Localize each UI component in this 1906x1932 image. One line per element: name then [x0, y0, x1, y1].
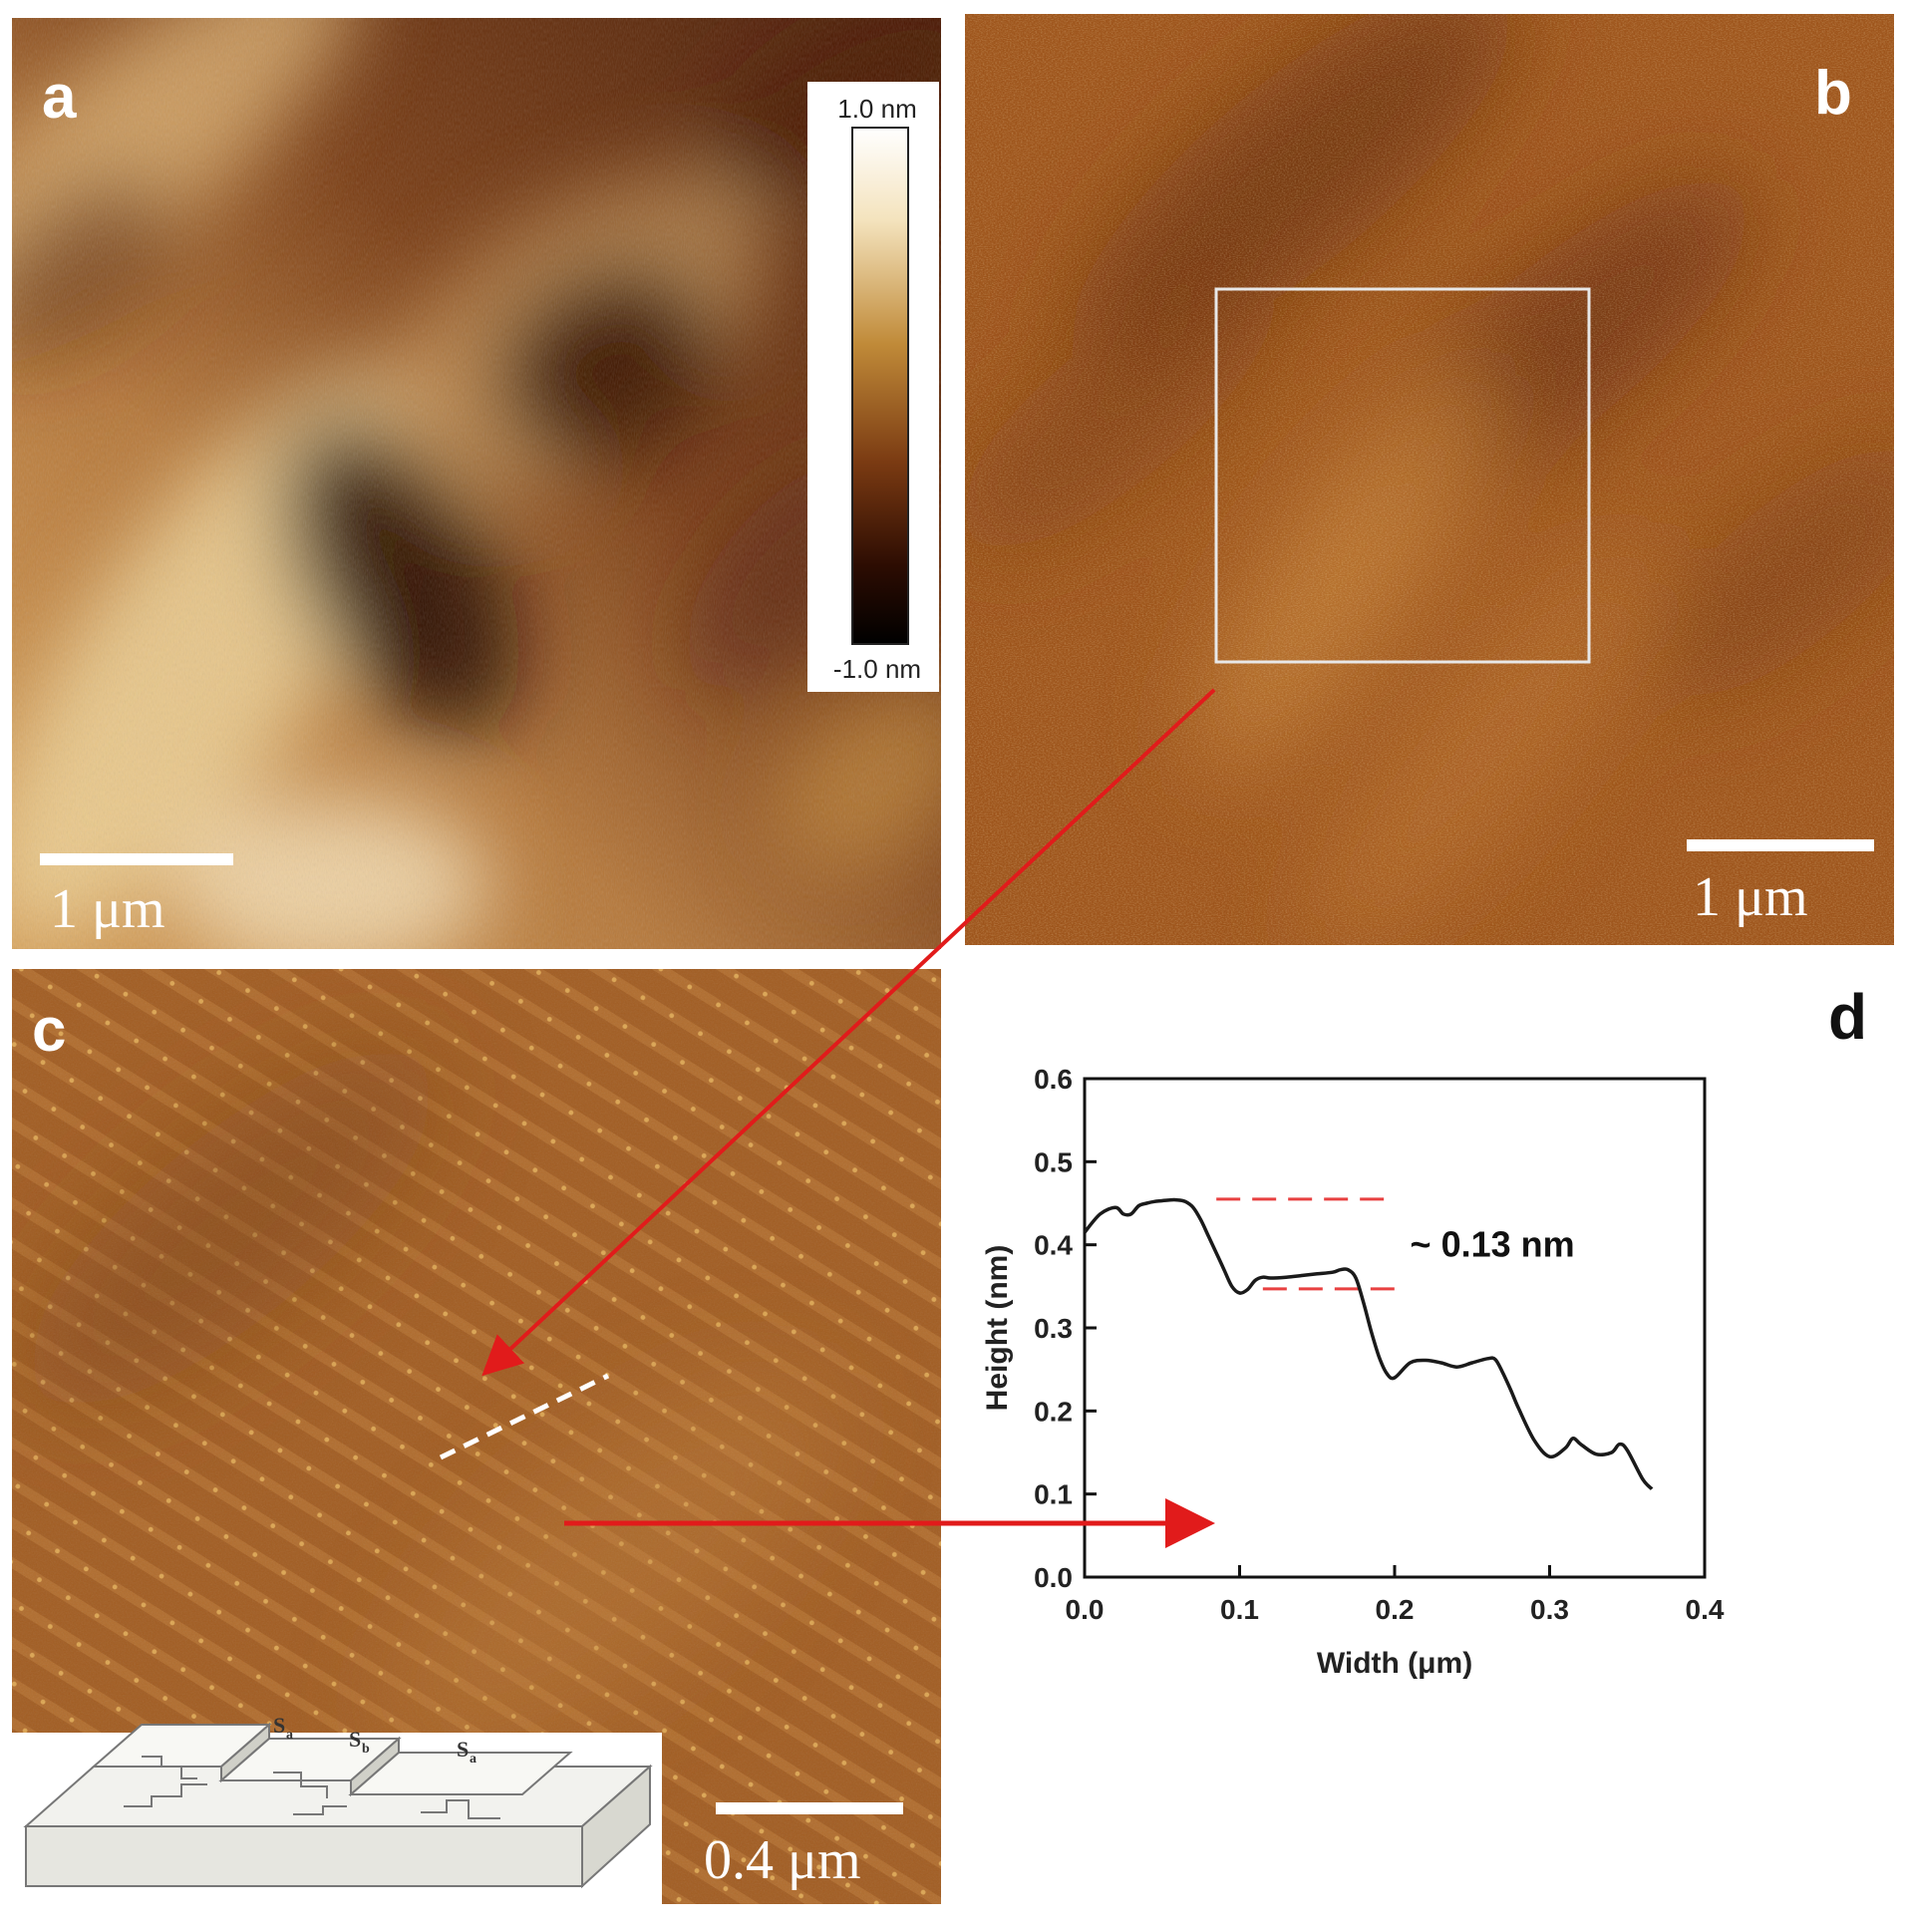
scale-bar-a: [40, 853, 233, 865]
panel-a-letter: a: [42, 63, 77, 132]
y-axis-label: Height (nm): [981, 1245, 1014, 1412]
panel-b-letter: b: [1814, 59, 1852, 128]
inset-label-3: S: [457, 1737, 469, 1762]
x-tick-label: 0.2: [1376, 1594, 1415, 1625]
scale-bar-c: [716, 1802, 903, 1814]
height-profile-svg: d 0.0 0.1 0.2 0.3 0.4 0.0 0.1 0.2 0.3 0.4 0.5 0.6 ~…: [981, 981, 1867, 1680]
y-tick-label: 0.0: [1034, 1562, 1073, 1593]
y-tick-label: 0.2: [1034, 1396, 1073, 1427]
height-colorbar: 1.0 nm -1.0 nm: [807, 82, 939, 692]
colorbar-max-label: 1.0 nm: [837, 94, 917, 124]
step-height-annotation: ~ 0.13 nm: [1411, 1224, 1575, 1265]
x-tick-label: 0.1: [1220, 1594, 1259, 1625]
afm-image-a: a 1.0 nm -1.0 nm 1 μm: [12, 18, 941, 949]
zoom-region-box: [1214, 287, 1591, 664]
x-tick-label: 0.0: [1066, 1594, 1105, 1625]
afm-image-c: c S a S b: [12, 969, 941, 1904]
y-tick-label: 0.6: [1034, 1064, 1073, 1095]
x-axis-label: Width (μm): [1317, 1647, 1472, 1680]
afm-image-c-canvas: c S a S b: [12, 969, 941, 1904]
x-tick-label: 0.3: [1530, 1594, 1569, 1625]
scale-bar-b: [1687, 839, 1874, 851]
plot-frame: [1083, 1077, 1707, 1579]
y-tick-label: 0.3: [1034, 1313, 1073, 1344]
scale-bar-b-label: 1 μm: [1693, 866, 1808, 928]
afm-image-a-canvas: a 1.0 nm -1.0 nm 1 μm: [12, 18, 941, 949]
panel-d-letter: d: [1828, 981, 1867, 1053]
inset-label-3-sub: a: [470, 1752, 476, 1767]
y-tick-label: 0.5: [1034, 1146, 1073, 1177]
inset-label-1: S: [273, 1713, 285, 1738]
profile-line-marker: [439, 1373, 610, 1460]
inset-label-2-sub: b: [362, 1742, 370, 1757]
height-profile-chart: d 0.0 0.1 0.2 0.3 0.4 0.0 0.1 0.2 0.3 0.4 0.5 0.6 ~…: [965, 969, 1894, 1896]
inset-label-2: S: [349, 1727, 361, 1752]
step-schematic-inset: S a S b S a: [12, 1713, 662, 1904]
x-tick-label: 0.4: [1686, 1594, 1725, 1625]
afm-image-b-canvas: b 1 μm: [965, 14, 1894, 945]
scale-bar-a-label: 1 μm: [50, 878, 165, 940]
colorbar-min-label: -1.0 nm: [833, 654, 921, 684]
panel-c-letter: c: [32, 996, 66, 1065]
y-tick-label: 0.1: [1034, 1479, 1073, 1510]
y-tick-label: 0.4: [1034, 1230, 1073, 1261]
inset-label-1-sub: a: [286, 1728, 293, 1743]
afm-image-b: b 1 μm: [965, 14, 1894, 945]
scale-bar-c-label: 0.4 μm: [704, 1829, 861, 1891]
